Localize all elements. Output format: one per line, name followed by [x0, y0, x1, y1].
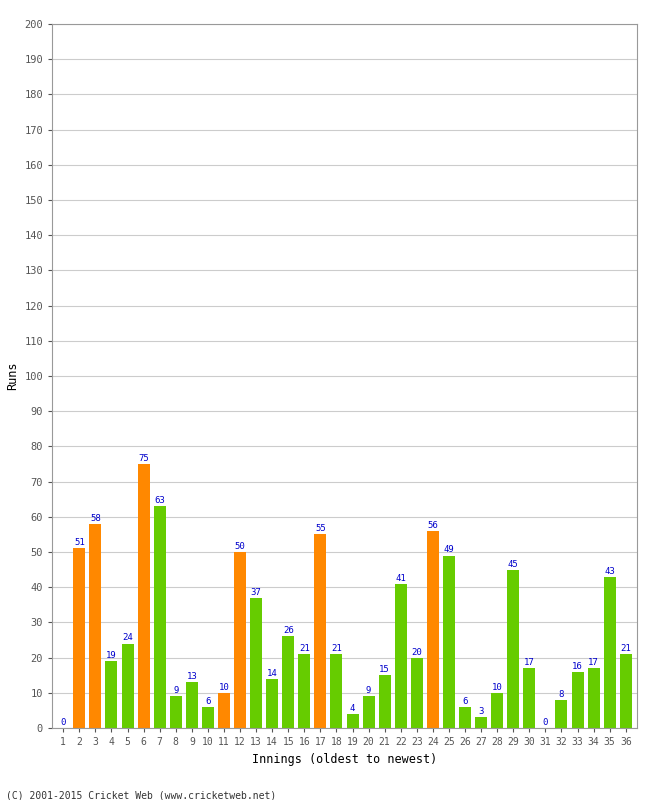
Text: 9: 9	[173, 686, 179, 695]
Text: 10: 10	[492, 682, 502, 692]
Text: 37: 37	[251, 588, 261, 597]
Text: 6: 6	[205, 697, 211, 706]
Bar	[475, 718, 487, 728]
Bar	[234, 552, 246, 728]
Text: 19: 19	[106, 651, 117, 660]
Text: 17: 17	[588, 658, 599, 667]
Bar	[379, 675, 391, 728]
Bar	[556, 700, 567, 728]
Text: 4: 4	[350, 704, 355, 713]
Text: 56: 56	[428, 521, 438, 530]
Text: 41: 41	[395, 574, 406, 582]
Text: 75: 75	[138, 454, 149, 463]
Bar	[523, 668, 536, 728]
Bar	[170, 696, 182, 728]
Text: 50: 50	[235, 542, 246, 551]
Text: 0: 0	[543, 718, 548, 727]
Bar	[202, 707, 214, 728]
Bar	[73, 549, 85, 728]
Text: 58: 58	[90, 514, 101, 522]
Bar	[604, 577, 616, 728]
Bar	[89, 524, 101, 728]
Text: 8: 8	[559, 690, 564, 698]
Bar	[491, 693, 503, 728]
Text: 20: 20	[411, 647, 422, 657]
Text: 21: 21	[620, 644, 631, 653]
Bar	[588, 668, 600, 728]
Text: 6: 6	[462, 697, 468, 706]
Text: 55: 55	[315, 524, 326, 534]
Text: 63: 63	[154, 496, 165, 505]
Text: 49: 49	[443, 546, 454, 554]
Bar	[218, 693, 230, 728]
Text: 15: 15	[380, 665, 390, 674]
Text: 3: 3	[478, 707, 484, 716]
Bar	[507, 570, 519, 728]
Text: 21: 21	[299, 644, 309, 653]
Bar	[186, 682, 198, 728]
Text: 45: 45	[508, 559, 519, 569]
Bar	[459, 707, 471, 728]
Bar	[571, 672, 584, 728]
Text: 0: 0	[60, 718, 66, 727]
Text: (C) 2001-2015 Cricket Web (www.cricketweb.net): (C) 2001-2015 Cricket Web (www.cricketwe…	[6, 790, 277, 800]
Text: 10: 10	[218, 682, 229, 692]
Text: 21: 21	[331, 644, 342, 653]
Bar	[266, 678, 278, 728]
Bar	[298, 654, 310, 728]
X-axis label: Innings (oldest to newest): Innings (oldest to newest)	[252, 753, 437, 766]
Bar	[153, 506, 166, 728]
Text: 13: 13	[187, 672, 197, 681]
Bar	[427, 531, 439, 728]
Bar	[105, 661, 118, 728]
Bar	[411, 658, 423, 728]
Bar	[138, 464, 150, 728]
Bar	[443, 555, 455, 728]
Bar	[282, 637, 294, 728]
Bar	[122, 643, 133, 728]
Bar	[619, 654, 632, 728]
Text: 24: 24	[122, 634, 133, 642]
Text: 9: 9	[366, 686, 371, 695]
Text: 43: 43	[604, 566, 615, 575]
Bar	[363, 696, 374, 728]
Text: 16: 16	[572, 662, 583, 670]
Bar	[395, 584, 407, 728]
Bar	[330, 654, 343, 728]
Y-axis label: Runs: Runs	[6, 362, 19, 390]
Text: 51: 51	[74, 538, 85, 547]
Bar	[315, 534, 326, 728]
Bar	[250, 598, 262, 728]
Text: 26: 26	[283, 626, 294, 635]
Bar	[346, 714, 359, 728]
Text: 14: 14	[266, 669, 278, 678]
Text: 17: 17	[524, 658, 535, 667]
